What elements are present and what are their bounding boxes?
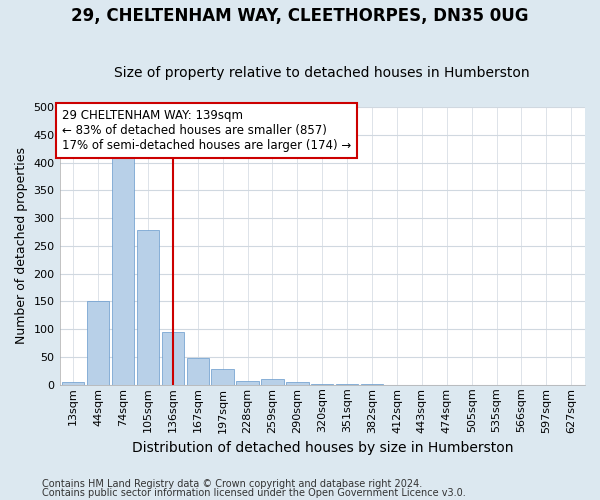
Bar [236,381,259,385]
Bar [137,230,159,385]
Bar [286,382,308,385]
Text: Contains HM Land Registry data © Crown copyright and database right 2024.: Contains HM Land Registry data © Crown c… [42,479,422,489]
Bar [62,382,85,385]
Bar [112,152,134,385]
Text: Contains public sector information licensed under the Open Government Licence v3: Contains public sector information licen… [42,488,466,498]
Y-axis label: Number of detached properties: Number of detached properties [15,148,28,344]
Bar [87,302,109,385]
Bar [187,358,209,385]
Bar [311,384,334,385]
Text: 29 CHELTENHAM WAY: 139sqm
← 83% of detached houses are smaller (857)
17% of semi: 29 CHELTENHAM WAY: 139sqm ← 83% of detac… [62,108,351,152]
Text: 29, CHELTENHAM WAY, CLEETHORPES, DN35 0UG: 29, CHELTENHAM WAY, CLEETHORPES, DN35 0U… [71,8,529,26]
Bar [161,332,184,385]
Title: Size of property relative to detached houses in Humberston: Size of property relative to detached ho… [115,66,530,80]
Bar [336,384,358,385]
Bar [261,379,284,385]
Bar [361,384,383,385]
Bar [211,369,234,385]
X-axis label: Distribution of detached houses by size in Humberston: Distribution of detached houses by size … [131,441,513,455]
